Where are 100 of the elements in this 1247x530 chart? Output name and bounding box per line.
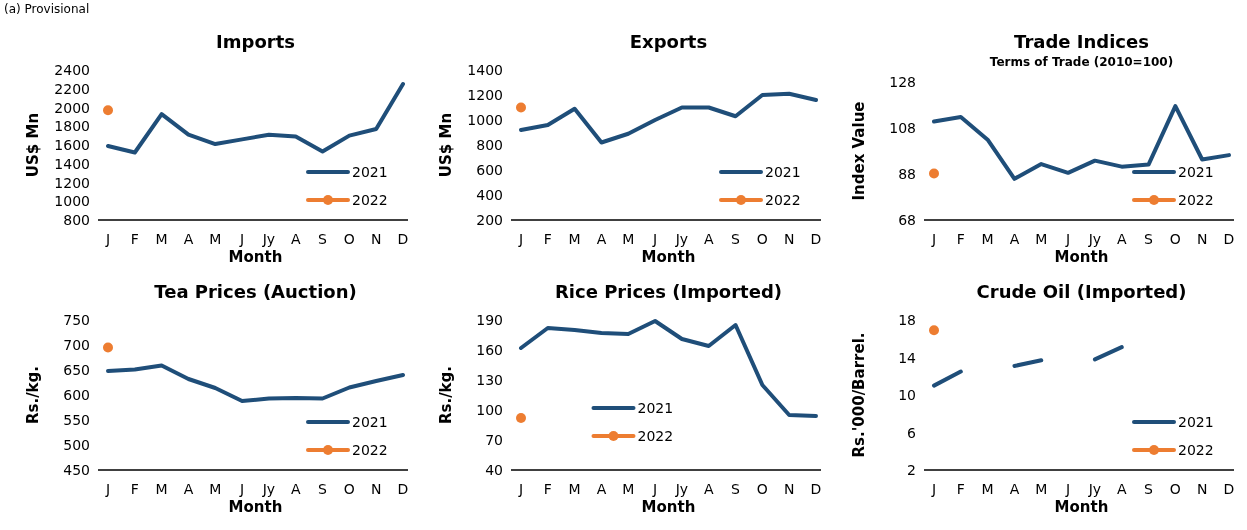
x-tick-label: J bbox=[239, 481, 245, 497]
x-tick-label: M bbox=[568, 481, 581, 497]
x-tick-label: A bbox=[1009, 231, 1020, 247]
legend-label: 2022 bbox=[352, 442, 388, 458]
chart-title: Imports bbox=[216, 31, 295, 52]
y-tick-label: 600 bbox=[476, 162, 503, 178]
x-tick-label: J bbox=[1065, 481, 1071, 497]
x-tick-label: D bbox=[810, 481, 822, 497]
legend-label: 2021 bbox=[352, 164, 388, 180]
y-tick-label: 500 bbox=[63, 437, 90, 453]
y-tick-label: 130 bbox=[476, 372, 503, 388]
x-axis-title: Month bbox=[641, 248, 696, 266]
x-tick-label: A bbox=[290, 481, 301, 497]
chart-subtitle: Terms of Trade (2010=100) bbox=[989, 55, 1174, 69]
x-tick-label: A bbox=[290, 231, 301, 247]
x-tick-label: N bbox=[1196, 231, 1208, 247]
x-tick-label: J bbox=[239, 231, 245, 247]
y-tick-label: 68 bbox=[898, 212, 916, 228]
legend-label: 2022 bbox=[765, 192, 801, 208]
x-tick-label: A bbox=[183, 231, 194, 247]
x-tick-label: M bbox=[622, 481, 635, 497]
x-tick-label: M bbox=[209, 231, 222, 247]
x-tick-label: M bbox=[155, 481, 168, 497]
x-tick-label: M bbox=[1035, 231, 1048, 247]
y-tick-label: 1800 bbox=[54, 118, 90, 135]
x-tick-label: A bbox=[596, 231, 607, 247]
text: (a) Provisional bbox=[4, 2, 90, 16]
y-axis-title: Rs./kg. bbox=[24, 365, 42, 425]
y-tick-label: 70 bbox=[485, 432, 503, 448]
y-axis-title: Rs.'000/Barrel. bbox=[850, 332, 868, 458]
y-tick-label: 650 bbox=[63, 362, 90, 378]
chart-title: Exports bbox=[629, 31, 708, 52]
y-tick-label: 10 bbox=[898, 387, 916, 403]
chart-title: Rice Prices (Imported) bbox=[554, 281, 783, 302]
x-tick-label: O bbox=[756, 231, 768, 247]
x-tick-label: S bbox=[731, 481, 741, 497]
legend-label: 2022 bbox=[637, 428, 674, 444]
y-tick-label: 200 bbox=[476, 212, 503, 228]
x-tick-label: F bbox=[130, 231, 139, 247]
x-tick-label: N bbox=[783, 231, 795, 247]
y-tick-label: 450 bbox=[63, 462, 90, 478]
y-tick-label: 1400 bbox=[467, 62, 503, 78]
y-tick-label: 700 bbox=[63, 337, 90, 353]
y-tick-label: 2400 bbox=[54, 62, 90, 78]
legend-label: 2021 bbox=[1178, 414, 1214, 430]
line-series bbox=[106, 82, 405, 155]
x-tick-label: Jy bbox=[674, 231, 689, 247]
x-tick-label: N bbox=[370, 481, 382, 497]
line-series bbox=[519, 91, 818, 145]
legend-label: 2022 bbox=[1178, 442, 1214, 458]
x-axis-title: Month bbox=[1054, 498, 1109, 516]
y-tick-label: 2 bbox=[907, 462, 916, 478]
x-tick-label: M bbox=[622, 231, 635, 247]
x-tick-label: O bbox=[756, 481, 768, 497]
y-tick-label: 14 bbox=[898, 349, 917, 366]
y-tick-label: 1000 bbox=[54, 193, 90, 210]
x-tick-label: M bbox=[981, 481, 994, 497]
y-axis-title: US$ Mn bbox=[437, 112, 455, 178]
x-tick-label: Jy bbox=[1087, 231, 1102, 247]
y-tick-label: 2000 bbox=[54, 99, 90, 116]
y-tick-label: 190 bbox=[476, 312, 503, 328]
x-tick-label: F bbox=[543, 231, 552, 247]
x-tick-label: D bbox=[397, 231, 409, 247]
x-tick-label: F bbox=[956, 231, 965, 247]
x-tick-label: J bbox=[1065, 231, 1071, 247]
x-tick-label: A bbox=[1116, 231, 1127, 247]
legend-label: 2022 bbox=[1178, 192, 1214, 208]
y-tick-label: 160 bbox=[476, 342, 503, 358]
x-tick-label: S bbox=[318, 231, 328, 247]
x-tick-label: A bbox=[183, 481, 194, 497]
x-tick-label: J bbox=[104, 231, 111, 247]
y-tick-label: 600 bbox=[63, 387, 90, 403]
x-tick-label: M bbox=[209, 481, 222, 497]
x-tick-label: J bbox=[104, 481, 111, 497]
x-tick-label: A bbox=[703, 481, 714, 497]
y-axis-title: US$ Mn bbox=[24, 112, 42, 178]
x-tick-label: Jy bbox=[261, 481, 276, 497]
x-tick-label: N bbox=[1196, 481, 1208, 497]
x-tick-label: F bbox=[543, 481, 552, 497]
x-tick-label: O bbox=[1169, 231, 1181, 247]
y-tick-label: 2200 bbox=[54, 80, 90, 97]
x-tick-label: S bbox=[1144, 231, 1154, 247]
x-tick-label: Jy bbox=[674, 481, 689, 497]
x-tick-label: D bbox=[810, 231, 822, 247]
y-tick-label: 40 bbox=[485, 462, 503, 478]
x-axis-title: Month bbox=[1054, 248, 1109, 266]
x-tick-label: J bbox=[652, 231, 658, 247]
x-tick-label: F bbox=[956, 481, 965, 497]
legend-label: 2021 bbox=[352, 414, 388, 430]
y-tick-label: 18 bbox=[898, 312, 916, 328]
y-tick-label: 100 bbox=[476, 402, 503, 418]
x-tick-label: D bbox=[1223, 231, 1235, 247]
legend-label: 2021 bbox=[637, 400, 674, 416]
x-tick-label: N bbox=[370, 231, 382, 247]
x-tick-label: D bbox=[397, 481, 409, 497]
x-tick-label: Jy bbox=[261, 231, 276, 247]
x-tick-label: D bbox=[1223, 481, 1235, 497]
y-tick-label: 1400 bbox=[54, 155, 90, 172]
x-tick-label: O bbox=[343, 481, 355, 497]
x-tick-label: N bbox=[783, 481, 795, 497]
